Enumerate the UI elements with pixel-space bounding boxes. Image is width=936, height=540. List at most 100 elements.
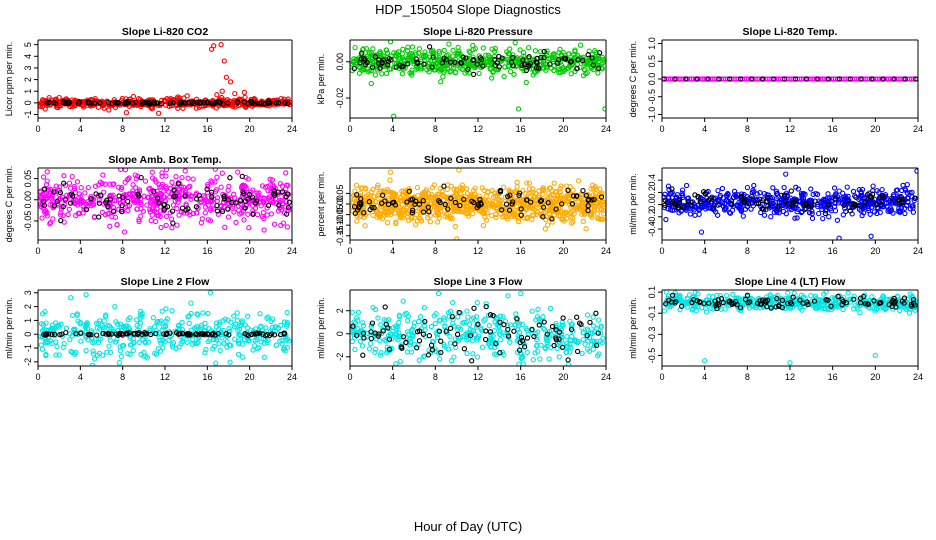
data-point [496, 64, 502, 70]
data-point [375, 182, 381, 188]
data-point [840, 190, 846, 196]
data-point [685, 195, 692, 201]
data-point [269, 331, 275, 337]
data-point [163, 306, 169, 312]
data-point [180, 187, 186, 193]
data-point [600, 335, 606, 341]
data-point [728, 201, 735, 207]
data-point [518, 212, 524, 218]
data-point [234, 310, 240, 316]
data-point [221, 340, 227, 346]
data-point [535, 348, 541, 355]
y-tick-label: 2 [23, 304, 33, 309]
data-point [456, 168, 462, 173]
data-point [90, 348, 96, 354]
data-point [47, 219, 54, 226]
data-point [387, 177, 393, 183]
data-point [65, 211, 71, 218]
data-point [519, 354, 525, 361]
data-point [481, 199, 487, 205]
data-point [492, 62, 498, 68]
data-point [85, 337, 91, 343]
data-point [102, 181, 108, 187]
data-point [580, 210, 587, 216]
data-point [187, 183, 193, 189]
data-point [429, 64, 435, 70]
y-axis-label: ml/min per min. [628, 173, 638, 235]
data-point [524, 335, 531, 341]
data-point [175, 181, 181, 187]
data-point [694, 76, 700, 82]
data-point [574, 314, 580, 320]
x-tick-label: 8 [745, 124, 750, 134]
data-point [239, 173, 245, 180]
data-point [246, 191, 253, 198]
data-point [111, 181, 117, 187]
data-point [40, 174, 47, 180]
data-point [898, 194, 904, 200]
data-point [523, 79, 529, 86]
data-point [568, 58, 574, 64]
data-point [62, 197, 69, 203]
data-point [532, 48, 539, 54]
data-point [126, 203, 133, 209]
y-tick-label: -0.10 [335, 215, 345, 236]
data-point [521, 344, 528, 350]
data-point [171, 187, 177, 193]
data-point [205, 338, 211, 345]
data-point [671, 207, 677, 213]
data-point [399, 192, 406, 198]
data-point [389, 207, 395, 214]
data-point [559, 322, 565, 328]
data-point [61, 340, 67, 347]
data-point [265, 314, 271, 320]
data-point [583, 192, 589, 199]
data-point [697, 198, 704, 204]
data-point [437, 356, 443, 362]
data-point [434, 334, 441, 341]
x-tick-label: 0 [35, 246, 40, 256]
data-point [869, 194, 875, 200]
data-point [469, 198, 475, 204]
data-point [146, 339, 152, 345]
data-point [428, 48, 434, 55]
data-point [122, 99, 128, 106]
data-point [223, 74, 230, 80]
data-point [546, 190, 552, 196]
data-point [281, 330, 287, 337]
data-point [858, 203, 864, 209]
data-point [793, 184, 799, 190]
data-point [362, 223, 368, 229]
data-point [94, 332, 100, 338]
x-tick-label: 4 [390, 246, 395, 256]
data-point [526, 180, 533, 186]
data-point [568, 220, 575, 226]
data-point [130, 93, 137, 100]
data-point [116, 360, 123, 366]
data-point [67, 200, 74, 206]
data-point [768, 214, 774, 220]
data-point [433, 311, 439, 317]
data-point [600, 57, 606, 63]
data-point [130, 182, 136, 188]
data-point [396, 49, 402, 55]
data-point [283, 170, 289, 176]
y-tick-label: -0.02 [335, 88, 345, 109]
data-point [215, 211, 221, 217]
data-point [379, 216, 386, 222]
data-point [239, 320, 245, 326]
data-point [526, 54, 532, 60]
data-point [586, 348, 593, 354]
data-point [430, 54, 436, 60]
data-point [105, 203, 111, 210]
data-point [582, 67, 588, 73]
data-point [589, 197, 595, 203]
data-point [375, 333, 382, 339]
data-point [211, 336, 217, 343]
data-point [368, 50, 375, 56]
data-point [398, 214, 404, 220]
data-point [683, 76, 689, 82]
data-point [836, 76, 842, 82]
y-tick-label: 3 [23, 65, 33, 70]
data-point [162, 324, 169, 330]
